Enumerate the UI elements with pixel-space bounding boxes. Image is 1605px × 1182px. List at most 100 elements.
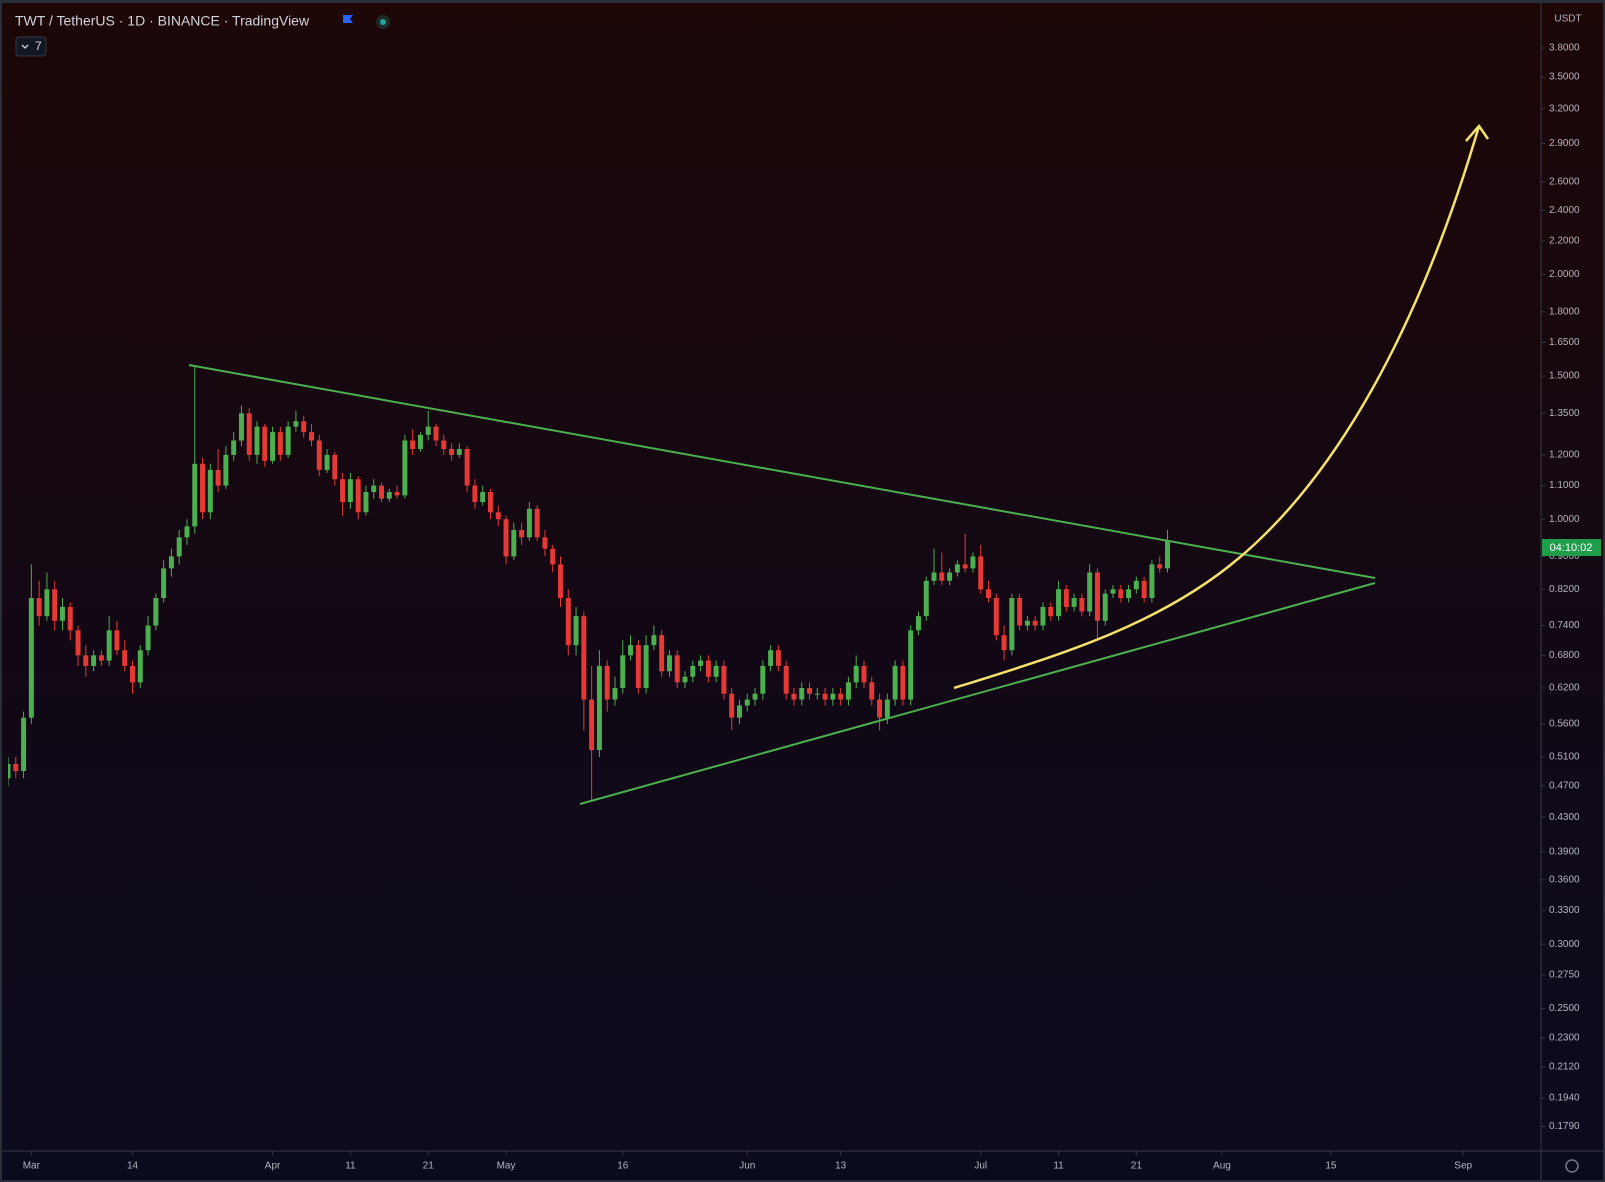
y-tick-label: 0.8200 <box>1549 584 1580 595</box>
candle-body <box>674 655 680 683</box>
y-tick-label: 3.5000 <box>1549 72 1580 83</box>
candle-body <box>363 492 369 513</box>
candle-body <box>301 421 307 433</box>
candle-body <box>744 699 750 706</box>
candle-body <box>472 485 478 503</box>
candle-body <box>752 693 758 700</box>
candle-body <box>900 665 906 700</box>
candle-body <box>456 449 462 455</box>
x-tick-label: Jun <box>739 1161 755 1172</box>
candle-body <box>1024 620 1030 626</box>
hidden-indicator-count: 7 <box>35 39 42 53</box>
candle-body <box>246 413 252 455</box>
candle-body <box>698 660 704 666</box>
candle-body <box>184 526 190 538</box>
y-tick-label: 0.6800 <box>1549 650 1580 661</box>
settings-gear[interactable] <box>1565 1159 1579 1173</box>
candle-body <box>1079 597 1085 612</box>
candle-body <box>130 665 135 683</box>
candle-body <box>161 568 167 598</box>
candle-body <box>768 650 774 666</box>
candle-body <box>254 426 260 455</box>
x-tick-label: 11 <box>345 1161 356 1172</box>
candle-body <box>573 616 579 646</box>
bar-countdown: 04:10:02 <box>1550 542 1593 554</box>
candle-body <box>690 665 696 677</box>
indicators-toggle[interactable] <box>15 36 47 57</box>
candle-body <box>558 564 563 598</box>
candle-body <box>892 665 898 700</box>
candle-body <box>308 432 314 441</box>
candle-body <box>526 508 532 538</box>
annotations <box>188 123 1490 805</box>
candle-body <box>1157 564 1163 569</box>
candle-body <box>137 650 143 683</box>
candle-body <box>168 556 174 569</box>
y-tick-label: 1.6500 <box>1549 337 1580 348</box>
y-tick-label: 2.0000 <box>1549 269 1580 280</box>
y-tick-label: 0.3600 <box>1549 875 1580 886</box>
candle-body <box>98 655 104 661</box>
candle-body <box>293 421 299 427</box>
y-tick-label: 0.2500 <box>1549 1003 1580 1014</box>
candle-body <box>1102 593 1108 621</box>
candle-body <box>83 655 89 666</box>
candle-body <box>596 665 602 751</box>
candle-body <box>939 572 945 581</box>
candle-body <box>340 479 346 503</box>
y-tick-label: 0.2120 <box>1549 1061 1580 1072</box>
candle-body <box>954 564 960 573</box>
candle-body <box>36 597 42 617</box>
candle-body <box>620 655 626 688</box>
countdown-box <box>1542 539 1601 556</box>
candle-body <box>52 589 58 621</box>
y-tick-label: 2.2000 <box>1549 236 1580 247</box>
candle-body <box>534 508 540 538</box>
candle-body <box>1063 589 1069 607</box>
candle-body <box>44 589 50 617</box>
candle-body <box>783 665 789 694</box>
y-tick-label: 2.9000 <box>1549 138 1580 149</box>
currency-selector[interactable]: USDT <box>1554 14 1581 25</box>
candle-body <box>1056 589 1062 617</box>
candle-body <box>495 512 501 520</box>
candle-body <box>332 454 338 480</box>
candle-body <box>931 572 937 581</box>
candle-body <box>238 413 244 441</box>
symbol-title: TWT / TetherUS · 1D · BINANCE · TradingV… <box>15 13 310 29</box>
candle-body <box>402 440 408 496</box>
y-tick-label: 0.5100 <box>1549 752 1580 763</box>
candle-body <box>604 665 610 700</box>
candle-body <box>962 564 968 569</box>
candle-body <box>651 635 657 646</box>
chevron-icon <box>21 44 29 49</box>
y-tick-label: 0.7400 <box>1549 620 1580 631</box>
candle-body <box>394 492 400 496</box>
candle-body <box>223 454 229 486</box>
candle-body <box>822 693 828 700</box>
candle-body <box>869 682 875 700</box>
x-tick-label: 21 <box>423 1161 435 1172</box>
candle-body <box>853 665 859 683</box>
candle-body <box>861 665 867 683</box>
candle-body <box>347 479 353 503</box>
x-tick-label: 16 <box>617 1161 629 1172</box>
candle-body <box>838 693 844 700</box>
y-tick-label: 0.2750 <box>1549 970 1580 981</box>
candle-body <box>371 485 377 493</box>
candle-body <box>192 463 198 527</box>
candle-body <box>433 426 439 441</box>
candle-body <box>775 650 781 666</box>
candle-body <box>59 606 65 621</box>
candle-body <box>503 519 509 557</box>
candle-body <box>379 485 385 499</box>
candle-body <box>993 597 999 636</box>
candle-body <box>153 597 159 626</box>
candle-body <box>207 469 213 513</box>
candle-body <box>1048 606 1054 617</box>
candle-body <box>417 434 423 450</box>
candle-body <box>1133 580 1139 590</box>
candle-body <box>480 492 486 503</box>
candle-body <box>628 645 634 656</box>
